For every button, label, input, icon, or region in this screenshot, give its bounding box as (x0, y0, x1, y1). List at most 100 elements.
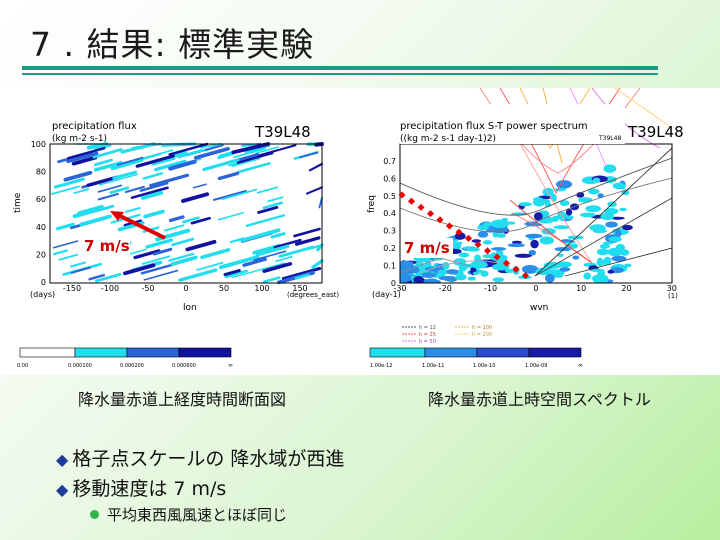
precip-band (135, 154, 175, 168)
spectral-power-blob (453, 241, 463, 246)
precip-band (182, 216, 200, 224)
precip-band (86, 142, 109, 150)
spectral-power-blob (544, 273, 555, 283)
spectral-power-blob (480, 270, 489, 277)
spectral-power-blob (470, 260, 488, 269)
spectral-power-blob (600, 212, 615, 221)
spectral-power-blob (551, 215, 559, 222)
precip-band (72, 209, 95, 219)
spectral-power-blob (528, 249, 536, 256)
precip-band (224, 269, 248, 279)
left-speed-label: 7 m/s (84, 237, 130, 255)
precip-band (293, 227, 321, 238)
y-tick-label: 80 (36, 168, 46, 177)
precip-band (143, 209, 165, 219)
precip-band (71, 155, 98, 166)
spectral-power-blob (559, 266, 571, 272)
spectral-power-blob (555, 180, 573, 189)
precip-band (177, 148, 206, 159)
precip-band (112, 170, 138, 180)
sub-bullet-text: 平均東西風風速とほぼ同じ (107, 506, 288, 524)
spectral-power-blob (530, 239, 539, 249)
spectral-power-blob (604, 208, 619, 215)
legend-h12: h = 12 (419, 325, 436, 331)
spectral-power-blob (554, 247, 571, 252)
spectral-power-blob (588, 188, 600, 195)
spectral-power-blob (542, 187, 554, 197)
right-colorbar (369, 347, 582, 358)
precip-band (98, 173, 139, 186)
spectral-power-blob (496, 233, 506, 238)
sub-bullet: 平均東西風風速とほぼ同じ (90, 504, 287, 525)
precip-band (92, 204, 115, 213)
left-cb-1: 0.000100 (68, 363, 92, 369)
precip-band (231, 142, 271, 155)
precip-band (140, 263, 174, 275)
spectral-power-blob (599, 244, 611, 249)
precip-band (223, 269, 241, 277)
spectral-power-blob (569, 243, 579, 249)
speed-line-dot (474, 241, 482, 249)
spectral-power-blob (596, 257, 604, 267)
precip-band (92, 148, 123, 159)
spectral-power-blob (557, 261, 572, 268)
spectrum-plot: precipitation flux S-T power spectrum ((… (367, 88, 684, 369)
speed-line-dot (464, 234, 473, 242)
spectral-power-blob (611, 255, 627, 262)
precip-band (275, 255, 293, 263)
spectral-power-blob (471, 239, 482, 243)
precip-band (145, 238, 174, 249)
precip-band (149, 173, 190, 188)
x-tick-label: -10 (484, 284, 497, 293)
y-tick-label: 0.5 (383, 192, 396, 201)
precip-band (262, 201, 284, 210)
spectral-power-blob (572, 255, 580, 260)
x-tick-label: -100 (101, 284, 119, 293)
spectral-power-blob (400, 274, 412, 283)
spectral-power-blob (603, 164, 617, 173)
speed-line-dot (512, 265, 520, 273)
precip-band (255, 146, 280, 155)
right-cb-0: 1.00e-12 (370, 363, 392, 369)
left-plot-frame (49, 143, 323, 284)
spectral-power-blob (603, 256, 612, 266)
precip-band (109, 186, 130, 195)
title-rule (22, 66, 658, 70)
y-tick-label: 0.2 (383, 244, 396, 253)
precip-band (231, 267, 268, 279)
right-cb-1: 1.00e-11 (422, 363, 444, 369)
precip-band (294, 236, 321, 246)
spectral-power-blob (477, 231, 489, 238)
precip-band (73, 188, 90, 194)
y-tick-label: 60 (36, 195, 46, 204)
precip-band (245, 214, 286, 227)
precip-band (262, 276, 281, 284)
left-cb-2: 0.000200 (120, 363, 144, 369)
speed-arrowhead (110, 211, 124, 221)
precip-band (116, 156, 144, 166)
precip-band (273, 238, 302, 249)
precip-band (257, 205, 279, 214)
spectral-power-blob (400, 260, 414, 266)
spectral-power-blob (514, 253, 532, 258)
spectral-power-blob (592, 274, 609, 283)
spectral-power-blob (585, 205, 601, 213)
spectral-power-blob (491, 219, 509, 229)
speed-line-dot (417, 203, 425, 211)
precip-band (181, 192, 210, 203)
spectral-power-blob (482, 254, 494, 259)
precip-band (125, 207, 141, 213)
precip-band (168, 215, 185, 223)
right-speed-label-bg (403, 238, 453, 258)
bullet-2-text: 移動速度は 7 m/s (72, 478, 227, 500)
precip-band (94, 143, 112, 151)
precip-band (307, 243, 324, 251)
precip-band (143, 269, 179, 281)
speed-line-dot (436, 216, 444, 224)
right-cb-3: 1.00e-09 (525, 363, 547, 369)
x-tick-label: 30 (667, 284, 677, 293)
precip-band (154, 159, 187, 172)
x-tick-label: 0 (183, 284, 188, 293)
precip-band (141, 255, 171, 265)
right-speed-label: 7 m/s (404, 239, 450, 257)
